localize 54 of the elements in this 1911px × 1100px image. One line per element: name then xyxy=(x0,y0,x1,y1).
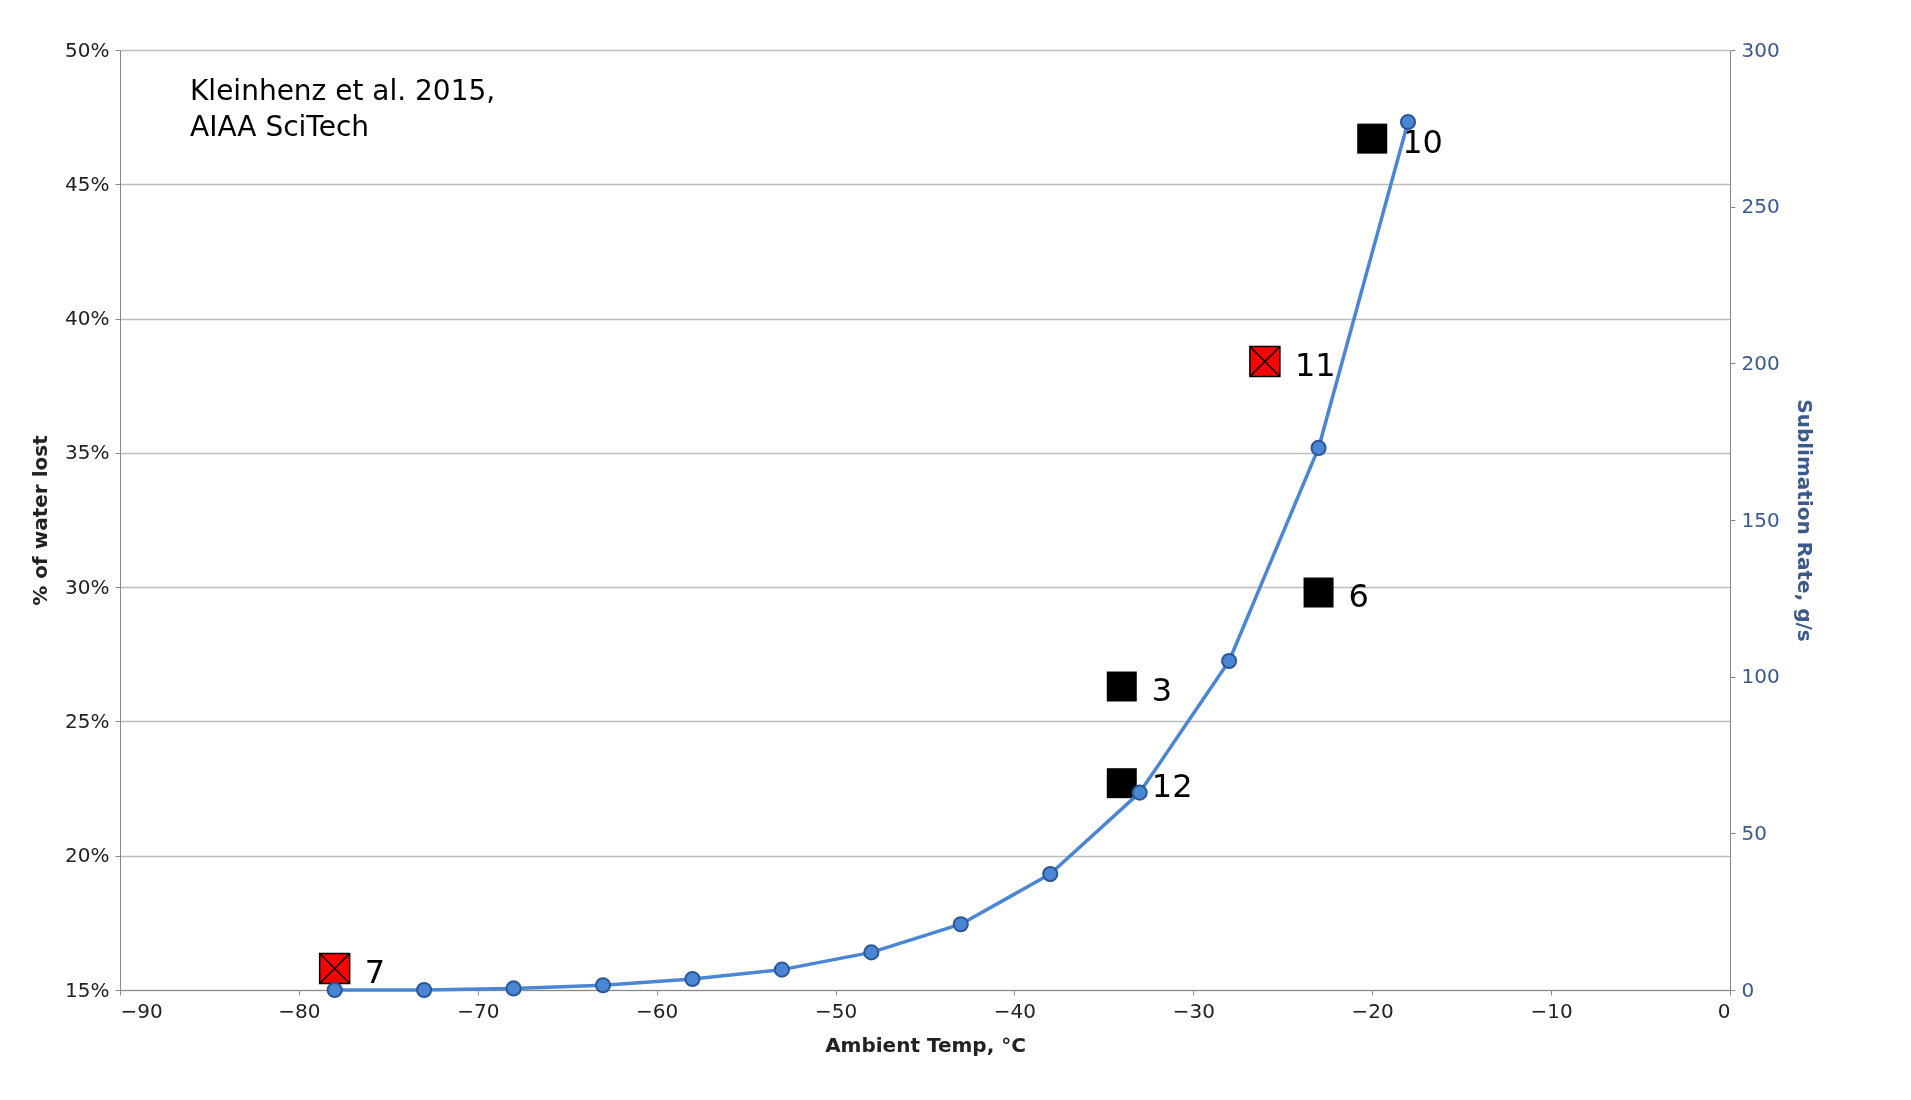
point xyxy=(1357,123,1388,154)
y2-tick-label: 200 xyxy=(1741,350,1780,375)
point xyxy=(1249,345,1281,378)
x-tick-label: −20 xyxy=(1351,998,1394,1023)
point xyxy=(416,981,433,999)
point xyxy=(1131,784,1148,801)
y-tick-label: 30% xyxy=(65,574,110,599)
x-axis-title: Ambient Temp, °C xyxy=(825,1032,1026,1057)
point xyxy=(863,944,880,961)
annotation: 6 xyxy=(1348,576,1369,615)
y2-tick-label: 250 xyxy=(1741,194,1780,219)
point xyxy=(326,981,343,999)
point xyxy=(318,952,351,985)
y-tick-label: 50% xyxy=(65,37,110,62)
annotation: 7 xyxy=(364,952,386,991)
point xyxy=(952,916,969,933)
y-tick-label: 25% xyxy=(65,708,110,733)
y2-tick-label: 100 xyxy=(1741,664,1780,689)
point xyxy=(1303,577,1334,608)
x-tick-label: −50 xyxy=(814,998,858,1023)
annotation: 11 xyxy=(1294,345,1336,384)
y2-tick-label: 0 xyxy=(1741,977,1755,1002)
point xyxy=(594,977,612,994)
y2-tick-label: 150 xyxy=(1741,507,1780,532)
y2-tick-label: 50 xyxy=(1741,820,1767,845)
x-tick-label: −10 xyxy=(1530,998,1573,1023)
point xyxy=(1310,439,1327,456)
y2-axis-title: Sublimation Rate, g/s xyxy=(1792,399,1817,642)
point xyxy=(773,961,790,978)
y-tick-label: 45% xyxy=(65,171,110,196)
x-tick-label: −40 xyxy=(993,998,1037,1023)
y-tick-label: 20% xyxy=(65,843,110,868)
point xyxy=(1106,671,1137,702)
y2-tick-label: 300 xyxy=(1741,37,1780,62)
point xyxy=(1221,652,1238,670)
x-tick-label: 0 xyxy=(1717,998,1731,1023)
annotation: 12 xyxy=(1151,767,1193,806)
annotation: 3 xyxy=(1151,670,1173,709)
point xyxy=(1399,114,1417,131)
x-tick-label: −70 xyxy=(457,998,500,1023)
annotation: 10 xyxy=(1402,122,1443,161)
point xyxy=(1106,768,1137,799)
y-tick-label: 35% xyxy=(65,440,110,465)
y-tick-label: 15% xyxy=(65,977,110,1002)
x-tick-label: −60 xyxy=(636,998,679,1023)
x-tick-label: −80 xyxy=(278,998,321,1023)
x-tick-label: −30 xyxy=(1172,998,1215,1023)
y-axis-title: % of water lost xyxy=(28,434,53,606)
point xyxy=(505,980,522,997)
y-tick-label: 40% xyxy=(65,306,110,331)
annotation: Kleinhenz et al. 2015, AIAA SciTech xyxy=(190,74,496,143)
point xyxy=(684,970,701,988)
point xyxy=(1042,866,1059,883)
x-tick-label: −90 xyxy=(120,998,163,1023)
